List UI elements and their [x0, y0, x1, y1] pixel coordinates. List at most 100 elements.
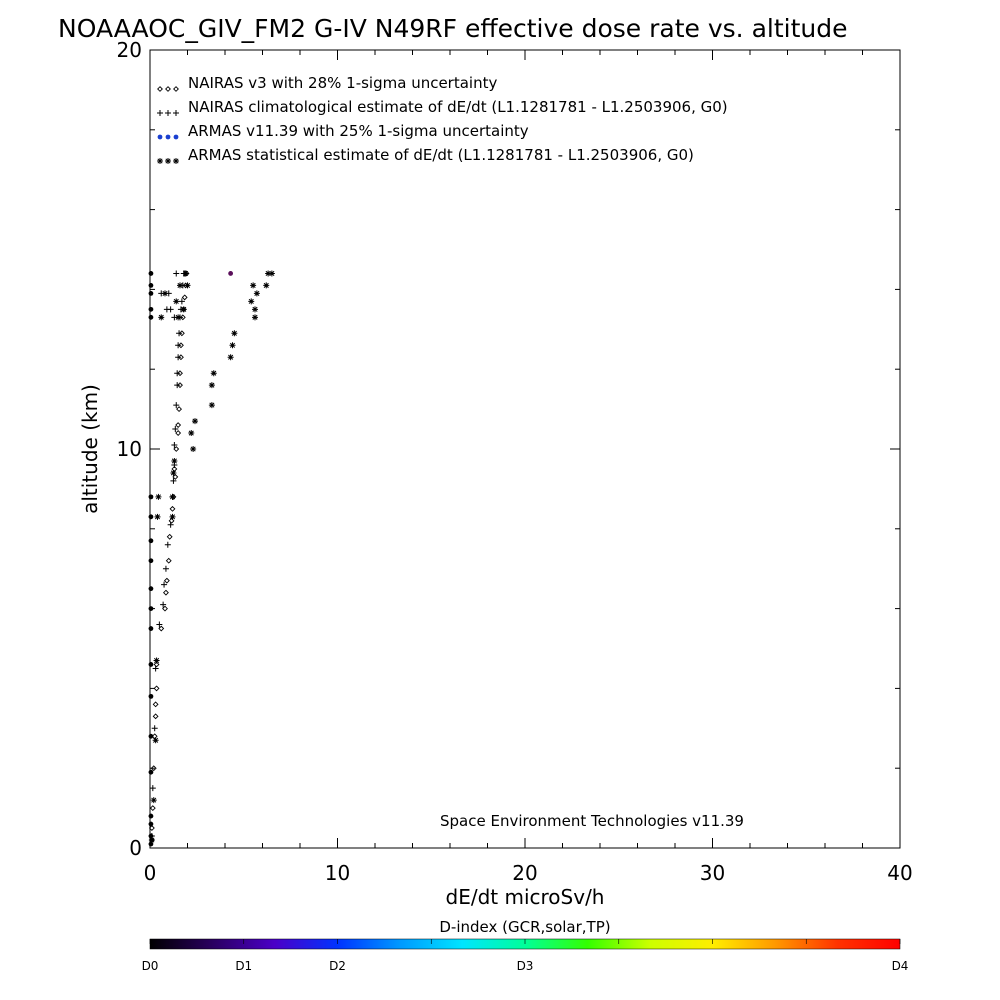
armas-stat-point: [231, 330, 238, 337]
nairas-v3-point: [169, 505, 176, 512]
nairas-v3-point: [150, 765, 157, 772]
armas-stat-point: [173, 298, 180, 305]
armas-point: [148, 606, 154, 611]
nairas-clim-point: [173, 402, 180, 409]
armas-stat-point: [169, 513, 176, 520]
armas-stat-point: [162, 290, 168, 297]
colorbar-label: D-index (GCR,solar,TP): [439, 918, 610, 936]
nairas-v3-point: [158, 625, 165, 632]
y-axis-label: altitude (km): [78, 384, 102, 514]
armas-point: [148, 841, 154, 847]
nairas-v3-point: [157, 86, 163, 92]
armas-stat-point: [165, 158, 171, 164]
armas-stat-point: [169, 493, 176, 500]
colorbar-tick-label: D3: [517, 959, 534, 973]
armas-stat-point: [227, 354, 234, 361]
armas-point: [173, 134, 179, 140]
colorbar-ticks: D0 D1 D2 D3 D4: [142, 939, 909, 973]
armas-stat-point: [263, 282, 270, 289]
armas-stat-point: [177, 282, 183, 289]
colorbar-tick-label: D4: [892, 959, 909, 973]
nairas-clim-point: [165, 110, 171, 116]
nairas-v3-point: [163, 589, 169, 596]
armas-point: [148, 283, 154, 288]
armas-point: [148, 514, 154, 520]
legend-label: NAIRAS v3 with 28% 1-sigma uncertainty: [188, 74, 497, 92]
nairas-v3-point: [172, 473, 179, 480]
armas-stat-point: [184, 282, 191, 289]
x-tick-label: 10: [325, 861, 350, 885]
y-tick-label: 10: [117, 437, 142, 461]
nairas-clim-point: [161, 581, 168, 588]
nairas-v3-point: [148, 825, 155, 831]
armas-stat-point: [265, 270, 272, 277]
nairas-clim-point: [173, 110, 179, 116]
armas-point: [148, 314, 154, 320]
armas-stat-point: [150, 797, 157, 804]
armas-point: [148, 833, 154, 839]
nairas-v3-point: [165, 86, 171, 92]
y-tick-label: 20: [117, 38, 142, 62]
armas-point: [148, 821, 154, 827]
nairas-clim-point: [151, 725, 158, 732]
armas-point: [148, 626, 154, 631]
legend-label: ARMAS v11.39 with 25% 1-sigma uncertaint…: [188, 122, 529, 140]
legend-label: NAIRAS climatological estimate of dE/dt …: [188, 98, 728, 116]
armas-point: [165, 134, 171, 140]
nairas-clim-point: [160, 601, 167, 608]
armas-stat-point: [252, 306, 258, 313]
nairas-v3-point: [153, 685, 160, 692]
armas-point: [148, 271, 154, 276]
armas-stat-point: [210, 370, 217, 377]
armas-point: [157, 134, 163, 140]
armas-point: [148, 813, 154, 819]
armas-point: [148, 538, 154, 544]
armas-point: [148, 558, 154, 564]
nairas-v3-point: [178, 342, 184, 349]
x-tick-label: 20: [512, 861, 537, 885]
nairas-clim-point: [152, 665, 159, 672]
nairas-clim-point: [164, 541, 171, 548]
nairas-clim-point: [172, 426, 179, 433]
nairas-clim-point: [157, 110, 163, 116]
armas-stat-point: [152, 737, 159, 744]
nairas-v3-point: [176, 406, 182, 413]
nairas-v3-point: [171, 466, 178, 472]
armas-point: [228, 271, 234, 276]
nairas-v3-point: [152, 701, 159, 708]
armas-stat-point: [252, 314, 258, 321]
nairas-clim-point: [167, 521, 174, 528]
nairas-v3-point: [173, 446, 180, 452]
armas-stat-point: [175, 314, 182, 321]
nairas-v3-point: [153, 661, 160, 668]
nairas-v3-point: [181, 294, 188, 301]
nairas-v3-point: [168, 517, 175, 524]
nairas-v3-point: [177, 382, 183, 389]
armas-stat-point: [173, 158, 179, 164]
nairas-clim-point: [162, 565, 169, 572]
nairas-clim-point: [174, 370, 181, 377]
armas-stat-point: [190, 446, 197, 452]
nairas-v3-point: [178, 330, 185, 337]
armas-stat-point: [248, 298, 255, 305]
armas-stat-point: [268, 270, 275, 277]
legend-label: ARMAS statistical estimate of dE/dt (L1.…: [188, 146, 694, 164]
chart-title: NOAAAOC_GIV_FM2 G-IV N49RF effective dos…: [58, 14, 847, 43]
x-tick-label: 30: [700, 861, 725, 885]
armas-stat-point: [208, 402, 215, 409]
nairas-clim-point: [178, 298, 185, 305]
axis-tick-labels: 0 10 20 30 40 0 10 20: [117, 38, 913, 885]
nairas-clim-point: [175, 354, 182, 361]
nairas-clim-point: [156, 621, 163, 628]
armas-stat-point: [182, 270, 189, 277]
armas-stat-point: [158, 314, 165, 321]
axis-ticks: [149, 49, 901, 849]
armas-stat-point: [148, 837, 155, 844]
armas-stat-point: [180, 306, 187, 313]
armas-point: [148, 769, 154, 775]
plot-frame: [149, 49, 901, 849]
nairas-clim-point: [149, 785, 156, 792]
nairas-clim-point: [174, 382, 181, 389]
armas-stat-point: [157, 158, 163, 164]
colorbar-tick-label: D0: [142, 959, 159, 973]
